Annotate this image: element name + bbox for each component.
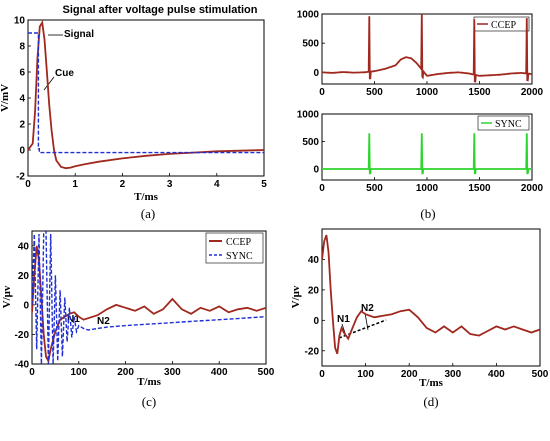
- panel-a-cue-arrow: [43, 76, 55, 91]
- x-tick-label: 200: [117, 367, 134, 378]
- x-tick-label: 400: [488, 369, 505, 380]
- y-tick-label: 4: [19, 94, 25, 105]
- y-tick-label: 0: [313, 165, 319, 176]
- panel-c-caption: (c): [142, 394, 156, 409]
- panel-b-bottom-legend: [477, 115, 530, 131]
- x-tick-label: 5: [261, 179, 267, 190]
- panel-a-xlabel: T/ms: [134, 191, 159, 203]
- panel-c: V/μv T/ms (c) CCEP SYNC N1 N2 0 100 200 300…: [1, 230, 275, 409]
- y-tick-label: 40: [18, 241, 30, 252]
- y-tick-label: 2: [19, 120, 25, 131]
- panel-a-annotation-cue: Cue: [55, 68, 74, 79]
- panel-c-legend: [205, 232, 264, 264]
- x-tick-label: 100: [70, 367, 87, 378]
- y-tick-label: -2: [16, 172, 25, 183]
- y-tick-label: 1000: [297, 10, 320, 21]
- panel-a-ylabel: V/mV: [0, 84, 11, 112]
- y-tick-label: -20: [305, 346, 320, 357]
- x-tick-label: 1000: [416, 87, 439, 98]
- x-tick-label: 500: [366, 87, 383, 98]
- panel-b-caption: (b): [420, 206, 435, 221]
- panel-d-baseline: [338, 319, 387, 339]
- panel-a-frame: [27, 19, 265, 177]
- y-tick-label: -40: [15, 360, 30, 371]
- x-tick-label: 1500: [468, 183, 491, 194]
- panel-d-xlabel: T/ms: [419, 377, 444, 389]
- y-tick-label: 0: [313, 316, 319, 327]
- x-tick-label: 300: [164, 367, 181, 378]
- legend-sync-label: SYNC: [495, 119, 522, 130]
- panel-b-bottom: SYNC (b) 0 500 1000 1500 2000 0 500 1000: [297, 110, 544, 222]
- series-trace-line: [28, 32, 264, 154]
- legend-ccep-label: CCEP: [491, 20, 516, 31]
- series-trace-line: [28, 20, 264, 170]
- y-tick-label: 20: [308, 285, 320, 296]
- y-tick-label: 10: [14, 16, 26, 27]
- y-tick-label: 40: [308, 255, 320, 266]
- x-tick-label: 0: [29, 367, 35, 378]
- x-tick-label: 3: [167, 179, 173, 190]
- legend-c-sync-label: SYNC: [226, 251, 253, 262]
- y-tick-label: 1000: [297, 110, 320, 121]
- panel-d-ylabel: V/μv: [290, 285, 302, 308]
- x-tick-label: 500: [258, 367, 275, 378]
- x-tick-label: 500: [366, 183, 383, 194]
- panel-c-xlabel: T/ms: [137, 376, 162, 388]
- panel-a-title: Signal after voltage pulse stimulation: [63, 4, 258, 16]
- panel-a-annotation-signal: Signal: [64, 29, 94, 40]
- panel-d: V/μv T/ms (d) N1 N2 0 100 200 300 400 500 -20 0…: [290, 228, 549, 409]
- x-tick-label: 0: [319, 369, 325, 380]
- panel-d-frame: [321, 228, 541, 367]
- series-ccep-line: [322, 14, 532, 83]
- panel-c-annotation-n2: N2: [97, 316, 110, 327]
- panel-d-n2-marker: [364, 312, 369, 331]
- x-tick-label: 2: [120, 179, 126, 190]
- y-tick-label: 20: [18, 271, 30, 282]
- x-tick-label: 0: [319, 183, 325, 194]
- series-sync-line: [322, 133, 532, 175]
- legend-c-ccep-label: CCEP: [226, 237, 251, 248]
- x-tick-label: 2000: [521, 183, 544, 194]
- x-tick-label: 200: [401, 369, 418, 380]
- y-tick-label: 500: [302, 137, 319, 148]
- y-tick-label: -20: [15, 330, 30, 341]
- x-tick-label: 400: [211, 367, 228, 378]
- y-tick-label: 8: [19, 42, 25, 53]
- panel-c-ylabel: V/μv: [1, 285, 13, 308]
- x-tick-label: 1000: [416, 183, 439, 194]
- x-tick-label: 4: [214, 179, 220, 190]
- panel-d-annotation-n2: N2: [361, 303, 374, 314]
- x-tick-label: 2000: [521, 87, 544, 98]
- series-ccep-line: [32, 245, 266, 364]
- x-tick-label: 1500: [468, 87, 491, 98]
- x-tick-label: 0: [25, 179, 31, 190]
- panel-a: Signal after voltage pulse stimulation V…: [0, 4, 267, 221]
- x-tick-label: 100: [357, 369, 374, 380]
- x-tick-label: 1: [72, 179, 78, 190]
- y-tick-label: 0: [313, 68, 319, 79]
- y-tick-label: 500: [302, 39, 319, 50]
- series-trace-line: [322, 234, 540, 355]
- panel-b-top: CCEP 0 500 1000 1500 2000 0 500 1000: [297, 10, 544, 99]
- x-tick-label: 300: [444, 369, 461, 380]
- panel-d-annotation-n1: N1: [337, 314, 350, 325]
- y-tick-label: 0: [19, 146, 25, 157]
- x-tick-label: 500: [532, 369, 549, 380]
- panel-a-caption: (a): [141, 206, 155, 221]
- y-tick-label: 0: [23, 300, 29, 311]
- y-tick-label: 6: [19, 68, 25, 79]
- panel-d-caption: (d): [423, 394, 438, 409]
- x-tick-label: 0: [319, 87, 325, 98]
